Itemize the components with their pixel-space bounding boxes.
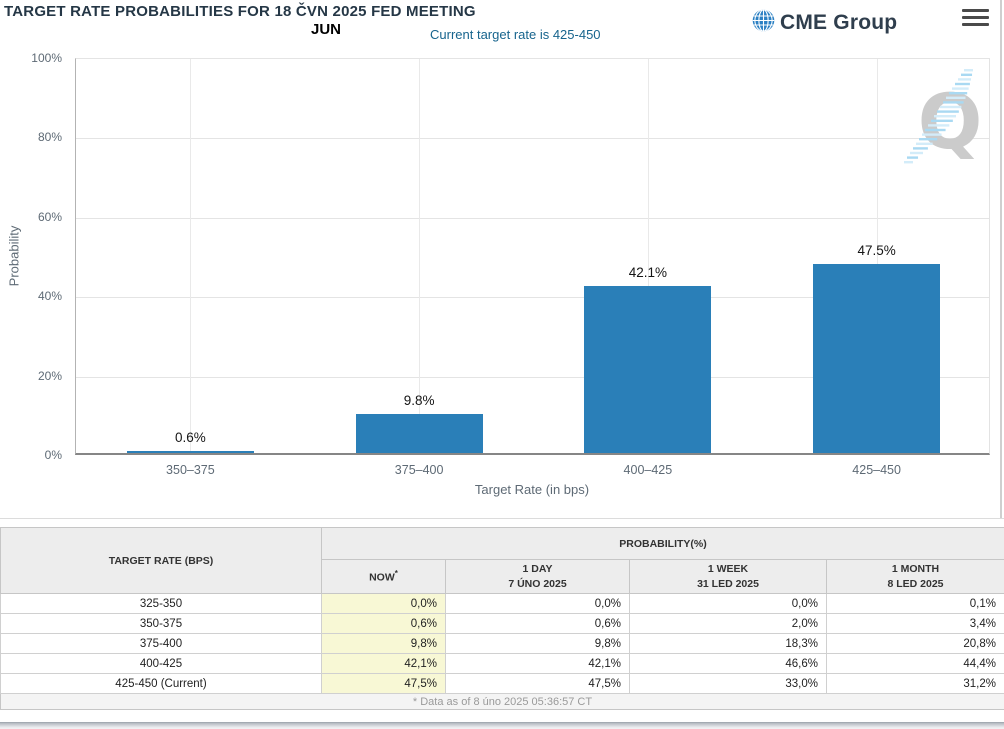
- probability-group-header: PROBABILITY(%): [321, 527, 1004, 560]
- page-border: [1000, 0, 1002, 518]
- probability-value-cell: 18,3%: [629, 633, 827, 654]
- menu-icon[interactable]: [962, 9, 989, 30]
- table-body: 325-350 0,0% 0,0% 0,0% 0,1% 350-375 0,6% 0,6% 2,…: [0, 593, 1004, 694]
- v-gridline: [647, 59, 649, 453]
- probability-bar: [813, 264, 941, 453]
- table-row: 325-350 0,0% 0,0% 0,0% 0,1%: [0, 593, 1004, 614]
- probability-value-cell: 31,2%: [826, 673, 1004, 694]
- globe-icon: [752, 9, 775, 37]
- page-title: TARGET RATE PROBABILITIES FOR 18 ČVN 202…: [4, 3, 476, 20]
- probability-value-cell: 0,1%: [826, 593, 1004, 614]
- x-axis-title: Target Rate (in bps): [474, 482, 590, 497]
- y-tick-label: 20%: [37, 368, 62, 383]
- target-rate-cell: 425-450 (Current): [0, 673, 322, 694]
- y-tick-label: 80%: [37, 130, 62, 145]
- v-gridline: [419, 59, 421, 453]
- probability-value-cell: 42,1%: [445, 653, 630, 674]
- probability-value-cell: 3,4%: [826, 613, 1004, 634]
- target-rate-cell: 350-375: [0, 613, 322, 634]
- target-rate-cell: 400-425: [0, 653, 322, 674]
- v-gridline: [876, 59, 878, 453]
- probability-value-cell: 0,6%: [445, 613, 630, 634]
- now-value-cell: 0,6%: [321, 613, 446, 634]
- current-target-rate-text: Current target rate is 425-450: [430, 27, 601, 42]
- sub-header-cell: 1 MONTH 8 LED 2025: [826, 559, 1004, 594]
- v-gridline: [190, 59, 192, 453]
- table-row: 425-450 (Current) 47,5% 47,5% 33,0% 31,2%: [0, 673, 1004, 694]
- now-value-cell: 9,8%: [321, 633, 446, 654]
- now-value-cell: 42,1%: [321, 653, 446, 674]
- group-header-row: TARGET RATE (BPS) PROBABILITY(%): [0, 527, 1004, 594]
- bar-value-label: 0.6%: [174, 429, 206, 445]
- y-tick-label: 0%: [44, 448, 62, 462]
- probability-bar: [126, 450, 254, 453]
- target-rate-cell: 325-350: [0, 593, 322, 614]
- table-row: 400-425 42,1% 42,1% 46,6% 44,4%: [0, 653, 1004, 674]
- target-rate-cell: 375-400: [0, 633, 322, 654]
- probability-value-cell: 47,5%: [445, 673, 630, 694]
- table-row: 350-375 0,6% 0,6% 2,0% 3,4%: [0, 613, 1004, 634]
- data-as-of-note: * Data as of 8 úno 2025 05:36:57 CT: [0, 693, 1004, 710]
- table-row: 375-400 9,8% 9,8% 18,3% 20,8%: [0, 633, 1004, 654]
- bar-value-label: 47.5%: [857, 243, 896, 259]
- sub-header-cell: 1 WEEK 31 LED 2025: [629, 559, 827, 594]
- now-value-cell: 0,0%: [321, 593, 446, 614]
- y-tick-label: 40%: [37, 289, 62, 304]
- footnote-row: * Data as of 8 úno 2025 05:36:57 CT: [0, 693, 1004, 710]
- probability-value-cell: 46,6%: [629, 653, 827, 674]
- cme-group-logo[interactable]: CME Group: [752, 9, 897, 37]
- brand-name: CME Group: [780, 11, 898, 34]
- sub-header-row: NOW* 1 DAY 7 ÚNO 2025 1 WEEK 31 LED 2025 1 MO…: [1, 559, 1004, 594]
- x-tick-label: 350–375: [166, 463, 215, 477]
- y-tick-label: 60%: [37, 209, 62, 224]
- y-tick-label: 100%: [31, 51, 62, 65]
- x-tick-label: 400–425: [623, 463, 673, 477]
- probability-value-cell: 9,8%: [445, 633, 630, 654]
- quikstrike-watermark-icon: Q: [898, 60, 984, 173]
- section-divider: [0, 518, 1004, 519]
- sub-header-cell: 1 DAY 7 ÚNO 2025: [445, 559, 630, 594]
- menu-bar: [962, 9, 989, 12]
- probability-value-cell: 33,0%: [629, 673, 827, 694]
- probability-bar: [355, 414, 483, 453]
- probability-table: TARGET RATE (BPS) PROBABILITY(%) NOW* 1 D…: [0, 527, 1004, 710]
- y-axis-ticks: 0% 20% 40% 60% 80% 100%: [0, 51, 68, 462]
- h-gridline: [76, 297, 989, 299]
- probability-value-cell: 2,0%: [629, 613, 827, 634]
- now-value-cell: 47,5%: [321, 673, 446, 694]
- h-gridline: [76, 217, 989, 219]
- target-rate-header: TARGET RATE (BPS): [0, 527, 322, 594]
- probability-bar: [584, 285, 712, 453]
- bar-value-label: 9.8%: [403, 393, 435, 409]
- menu-bar: [962, 23, 989, 26]
- sub-header-cell: NOW*: [321, 559, 446, 594]
- probability-value-cell: 44,4%: [826, 653, 1004, 674]
- probability-value-cell: 0,0%: [445, 593, 630, 614]
- meeting-month-label: JUN: [311, 21, 342, 38]
- x-tick-label: 375–400: [394, 463, 444, 477]
- h-gridline: [76, 138, 989, 140]
- menu-bar: [962, 16, 989, 19]
- x-tick-label: 425–450: [852, 463, 901, 477]
- probability-value-cell: 20,8%: [826, 633, 1004, 654]
- probability-value-cell: 0,0%: [629, 593, 827, 614]
- bar-value-label: 42.1%: [628, 264, 668, 280]
- bottom-scrollbar-track[interactable]: [0, 722, 1004, 729]
- plot-area: 0.6% 350–375 9.8% 375–400 42.1% 400–425 47.5% 4…: [75, 58, 990, 477]
- h-gridline: [76, 376, 989, 378]
